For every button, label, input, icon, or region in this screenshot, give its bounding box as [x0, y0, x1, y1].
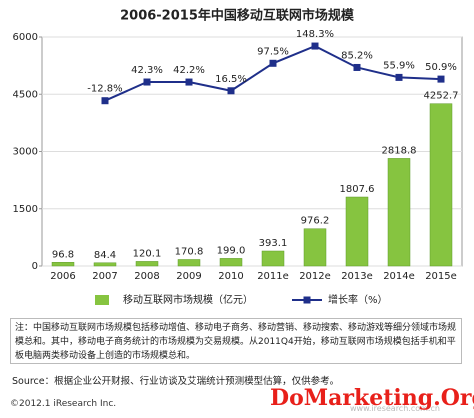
line-marker [269, 59, 277, 67]
copyright: ©2012.1 iResearch Inc. [10, 399, 117, 409]
bar-label: 170.8 [175, 246, 204, 257]
x-tick-label: 2010 [218, 271, 243, 282]
bar [345, 196, 369, 267]
bar-label: 96.8 [52, 249, 74, 260]
line-marker [353, 63, 361, 71]
y-tick-label: 6000 [13, 32, 38, 43]
x-tick-label: 2011e [257, 271, 289, 282]
bar [303, 228, 327, 267]
x-tick-label: 2008 [134, 271, 159, 282]
y-tick-label: 3000 [13, 147, 38, 158]
bar [135, 261, 159, 267]
line-marker [143, 78, 151, 86]
line-label: 148.3% [296, 29, 334, 40]
legend-swatch [95, 295, 109, 305]
bar [51, 262, 75, 267]
bar [429, 103, 453, 267]
x-tick-label: 2015e [425, 271, 457, 282]
line-label: 16.5% [215, 74, 247, 85]
line-label: 55.9% [383, 60, 415, 71]
bar-label: 120.1 [133, 248, 162, 259]
bar [177, 259, 201, 267]
bar-label: 976.2 [301, 216, 330, 227]
bar [93, 262, 117, 267]
y-tick-label: 0 [32, 261, 38, 272]
line-marker [185, 78, 193, 86]
x-tick-label: 2014e [383, 271, 415, 282]
bar-label: 393.1 [259, 238, 288, 249]
website: www.iresearch.com.cn [350, 404, 440, 413]
bar-label: 199.0 [217, 245, 246, 256]
line-label: 97.5% [257, 46, 289, 57]
line-marker [437, 75, 445, 83]
watermark: DoMarketing.Org [270, 385, 474, 411]
source: Source：根据企业公开财报、行业访谈及艾瑞统计预测模型估算，仅供参考。 [12, 376, 340, 387]
legend-swatch [303, 296, 311, 304]
bar-label: 1807.6 [340, 184, 375, 195]
x-tick-label: 2007 [92, 271, 117, 282]
x-tick-label: 2009 [176, 271, 201, 282]
line-label: 42.3% [131, 65, 163, 76]
note: 注：中国移动互联网市场规模包括移动增值、移动电子商务、移动营销、移动搜索、移动游… [10, 318, 462, 364]
bar [219, 258, 243, 267]
line-marker [101, 97, 109, 105]
x-tick-label: 2013e [341, 271, 373, 282]
bar [387, 158, 411, 267]
y-tick-label: 1500 [13, 204, 38, 215]
line-label: 50.9% [425, 62, 457, 73]
bar-label: 84.4 [94, 250, 116, 261]
line-marker [311, 42, 319, 50]
bar [261, 250, 285, 267]
x-tick-label: 2006 [50, 271, 75, 282]
legend-label: 增长率（%） [328, 293, 388, 306]
line-label: 42.2% [173, 65, 205, 76]
line-label: 85.2% [341, 50, 373, 61]
line-label: -12.8% [87, 84, 122, 95]
legend-label: 移动互联网市场规模（亿元） [123, 293, 253, 306]
chart-title: 2006-2015年中国移动互联网市场规模 [120, 8, 355, 24]
bar-label: 2818.8 [382, 145, 417, 156]
line-marker [395, 73, 403, 81]
line-marker [227, 87, 235, 95]
x-tick-label: 2012e [299, 271, 331, 282]
y-tick-label: 4500 [13, 89, 38, 100]
bar-label: 4252.7 [424, 91, 459, 102]
